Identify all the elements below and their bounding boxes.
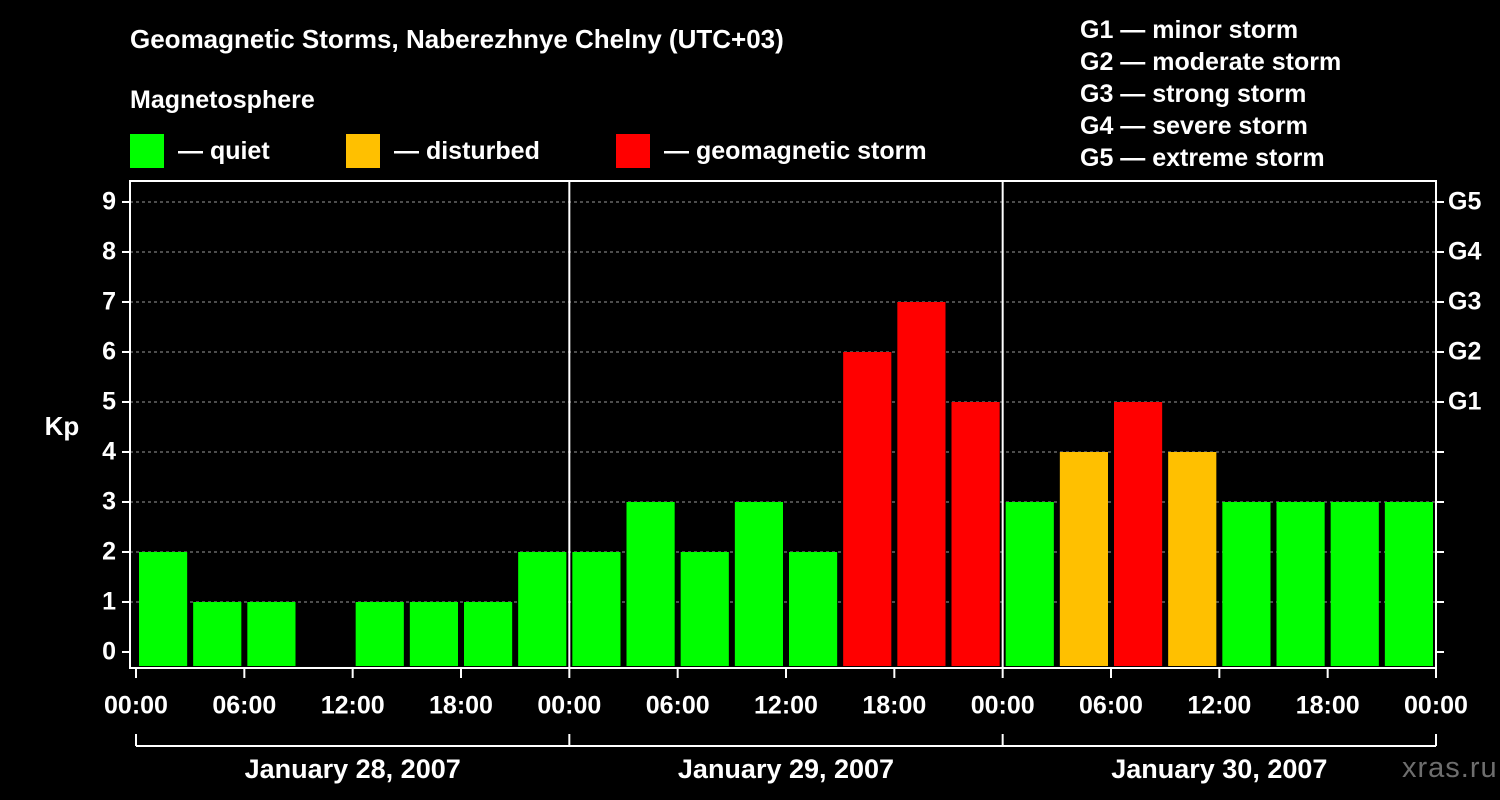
legend-swatch-disturbed: [346, 134, 380, 168]
bar-21: [1276, 502, 1325, 666]
right-axis-label-g2: G2: [1448, 338, 1481, 366]
x-tick-label-1: 06:00: [212, 692, 276, 720]
y-tick-label-2: 2: [102, 538, 116, 566]
legend-swatch-storm: [616, 134, 650, 168]
right-axis-label-g5: G5: [1448, 188, 1481, 216]
bar-5: [409, 602, 458, 666]
bar-13: [843, 352, 892, 666]
storm-scale-g3: G3 — strong storm: [1080, 80, 1307, 108]
bar-7: [518, 552, 567, 666]
y-axis-label: Kp: [45, 411, 80, 441]
bar-0: [139, 552, 188, 666]
x-tick-label-8: 00:00: [971, 692, 1035, 720]
bar-8: [572, 552, 621, 666]
y-tick-label-8: 8: [102, 238, 116, 266]
bar-6: [464, 602, 513, 666]
bar-2: [247, 602, 296, 666]
storm-scale-g5: G5 — extreme storm: [1080, 144, 1325, 172]
x-tick-label-11: 18:00: [1296, 692, 1360, 720]
bar-1: [193, 602, 242, 666]
x-tick-label-2: 12:00: [321, 692, 385, 720]
bar-16: [1005, 502, 1054, 666]
right-axis-label-g1: G1: [1448, 388, 1481, 416]
bar-19: [1168, 452, 1217, 666]
bar-22: [1330, 502, 1379, 666]
storm-scale-g1: G1 — minor storm: [1080, 16, 1299, 44]
bar-18: [1114, 402, 1163, 666]
y-tick-label-7: 7: [102, 288, 116, 316]
y-tick-label-6: 6: [102, 338, 116, 366]
x-tick-label-3: 18:00: [429, 692, 493, 720]
bar-20: [1222, 502, 1271, 666]
day-label-0: January 28, 2007: [245, 754, 461, 784]
bar-15: [951, 402, 1000, 666]
bar-4: [355, 602, 404, 666]
x-tick-label-6: 12:00: [754, 692, 818, 720]
chart-subtitle: Magnetosphere: [130, 86, 315, 114]
legend-item-disturbed: — disturbed: [346, 134, 540, 168]
legend-label-quiet: — quiet: [178, 136, 270, 165]
day-label-2: January 30, 2007: [1111, 754, 1327, 784]
storm-scale-g2: G2 — moderate storm: [1080, 48, 1342, 76]
x-tick-label-7: 18:00: [862, 692, 926, 720]
x-tick-label-9: 06:00: [1079, 692, 1143, 720]
legend-label-disturbed: — disturbed: [394, 136, 540, 165]
bar-12: [789, 552, 838, 666]
bar-10: [680, 552, 729, 666]
storm-scale-legend: G1 — minor storm G2 — moderate storm G3 …: [1080, 14, 1341, 174]
bar-17: [1059, 452, 1108, 666]
chart-title: Geomagnetic Storms, Naberezhnye Chelny (…: [130, 24, 784, 54]
bar-11: [734, 502, 783, 666]
y-tick-label-4: 4: [102, 438, 116, 466]
x-tick-label-5: 06:00: [646, 692, 710, 720]
x-tick-label-4: 00:00: [537, 692, 601, 720]
right-axis-label-g3: G3: [1448, 288, 1481, 316]
x-tick-label-10: 12:00: [1187, 692, 1251, 720]
y-tick-label-0: 0: [102, 638, 116, 666]
y-tick-label-3: 3: [102, 488, 116, 516]
legend-item-storm: — geomagnetic storm: [616, 134, 927, 168]
x-tick-label-12: 00:00: [1404, 692, 1468, 720]
day-label-1: January 29, 2007: [678, 754, 894, 784]
bar-23: [1384, 502, 1433, 666]
y-tick-label-1: 1: [102, 588, 116, 616]
x-tick-label-0: 00:00: [104, 692, 168, 720]
right-axis-label-g4: G4: [1448, 238, 1481, 266]
legend-label-storm: — geomagnetic storm: [664, 136, 927, 165]
plot-frame: [129, 180, 1437, 669]
storm-scale-g4: G4 — severe storm: [1080, 112, 1308, 140]
bar-9: [626, 502, 675, 666]
legend-item-quiet: — quiet: [130, 134, 270, 168]
bar-14: [897, 302, 946, 666]
watermark: xras.ru: [1402, 752, 1498, 784]
y-tick-label-5: 5: [102, 388, 116, 416]
y-tick-label-9: 9: [102, 188, 116, 216]
legend-swatch-quiet: [130, 134, 164, 168]
